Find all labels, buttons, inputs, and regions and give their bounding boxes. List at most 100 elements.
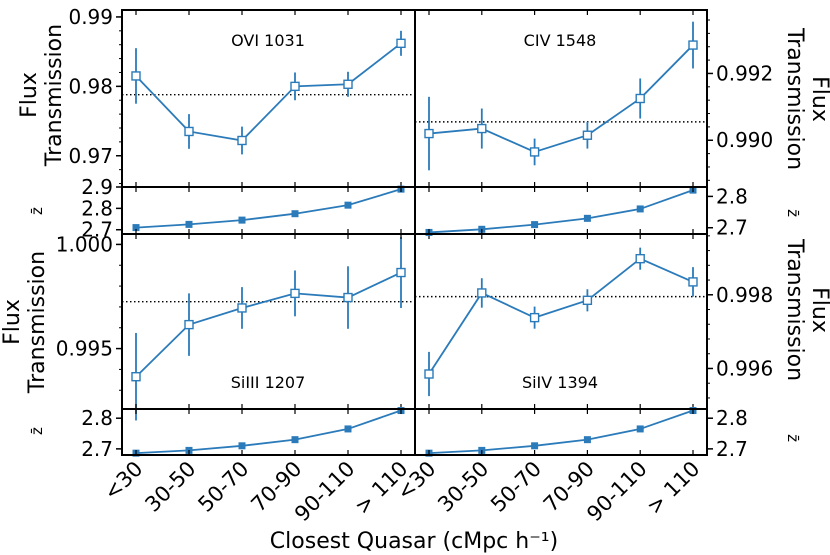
panel-frame [121,408,416,456]
ylabel-civ-line2: Transmission [782,27,807,170]
y-tick-label: 0.990 [716,128,773,152]
ylabel-siiv-line1: Flux [807,287,830,333]
data-point [237,135,247,146]
x-tick-label: 30-50 [433,457,493,517]
x-tick-label: 30-50 [140,457,200,517]
y-tick-label: 2.8 [716,184,748,208]
series-line [428,189,694,234]
data-point [184,126,194,137]
data-point [477,123,487,134]
data-point [131,372,141,382]
data-point [636,425,644,433]
panel-title-siiii: SiIII 1207 [231,373,306,392]
data-point [583,436,591,444]
series-line [135,42,402,142]
data-point [583,214,591,222]
data-point [291,210,299,218]
ylabel-z-civ: z̄ [784,209,802,217]
y-tick-label: 0.992 [716,61,773,85]
ylabel-siiii-line2: Transmission [25,251,50,394]
data-point [636,205,644,213]
series-line [428,409,694,455]
data-point [291,436,299,444]
y-tick-label: 2.7 [716,216,748,240]
y-tick-label: 2.9 [81,175,113,199]
x-tick-label: 90-110 [290,457,360,527]
panel-siiii: 0.995 1.000 [56,232,416,421]
x-axis-title: Closest Quasar (cMpc h⁻¹) [270,529,558,554]
data-point [582,295,593,306]
y-tick-label: 2.8 [716,406,748,430]
data-point [343,292,353,303]
panel-frame [414,186,708,235]
ylabel-ovi-line1: Flux [17,72,42,118]
data-point [424,128,434,139]
x-tick-label: > 110 [642,457,704,519]
x-tick-label: 90-110 [582,457,652,527]
ylabel-z-ovi: z̄ [28,207,46,215]
x-tick-label: 50-70 [193,457,253,517]
data-point [237,303,247,313]
y-tick-label: 1.000 [56,232,113,256]
ylabel-siiv-line2: Transmission [782,238,807,381]
panel-title-ovi: OVI 1031 [231,31,305,50]
data-point [531,442,539,450]
y-tick-label: 2.7 [81,218,113,242]
data-point [477,288,487,298]
ylabel-civ-line1: Flux [807,76,830,122]
data-point [290,81,300,92]
ylabel-z-siiv: z̄ [784,434,802,442]
series-line [135,188,402,229]
y-tick-label: 2.7 [81,437,113,461]
series-line [135,409,402,455]
data-point [635,93,645,104]
data-point [238,216,246,224]
data-point [396,267,406,278]
panel-frame [121,186,416,235]
data-point [344,425,352,433]
y-tick-label: 2.7 [716,437,748,461]
x-tick-label: <30 [99,457,147,505]
plot-layer: 0.97 0.98 0.99 0.990 0.992 0.995 1.000 0.996 0.9… [56,5,774,526]
y-tick-label: 0.99 [68,5,113,29]
panel-title-civ: CIV 1548 [524,31,597,50]
x-tick-label: 50-70 [486,457,546,517]
data-point [529,312,540,323]
y-tick-label: 2.8 [81,196,113,220]
series-line [135,271,402,378]
data-point [531,221,539,229]
data-point [184,319,194,330]
data-point [424,369,434,379]
panel-frame [414,408,708,456]
data-point [635,253,645,264]
data-point [688,277,698,287]
panel-z_siiii: 2.72.8 [81,406,416,461]
y-tick-label: 2.8 [81,406,113,430]
data-point [290,288,300,299]
ylabel-siiii-line1: Flux [0,299,25,345]
series-line [428,44,694,153]
ylabel-ovi-line2: Transmission [42,24,67,167]
y-tick-label: 0.995 [56,337,113,361]
data-point [132,224,140,232]
panel-z_ovi: 2.72.82.9 [81,175,416,242]
panel-civ: 0.990 0.992 [414,9,773,188]
data-point [343,79,353,89]
y-tick-label: 0.97 [68,144,113,168]
data-point [582,130,593,140]
panel-ovi: 0.97 0.98 0.99 [68,5,416,188]
y-tick-label: 0.996 [716,356,773,380]
y-tick-label: 0.98 [68,74,113,98]
ylabel-z-siiii: z̄ [28,427,46,435]
panel-z_civ: 2.72.8 [414,184,748,240]
series-line [428,257,694,375]
data-point [344,201,352,209]
data-point [396,38,406,49]
panel-z_siiv: 2.72.8 [414,406,748,461]
data-point [238,442,246,450]
data-point [688,40,698,50]
data-point [529,147,540,157]
panel-title-siiv: SiIV 1394 [522,373,598,392]
data-point [185,220,193,228]
